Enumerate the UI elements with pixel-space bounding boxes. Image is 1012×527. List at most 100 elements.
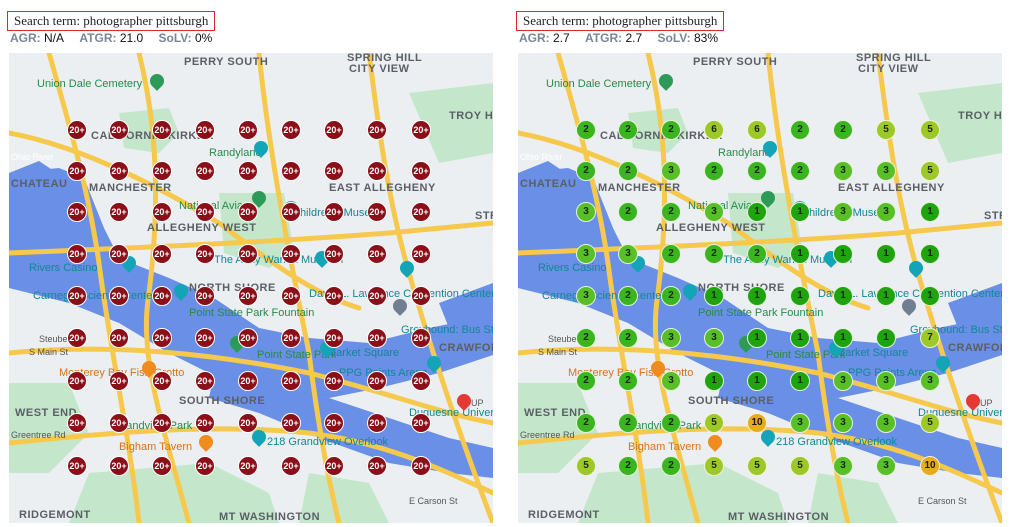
rank-marker[interactable]: 2	[704, 161, 724, 181]
rank-marker[interactable]: 2	[576, 161, 596, 181]
rank-marker[interactable]: 2	[661, 120, 681, 140]
rank-marker[interactable]: 20+	[411, 456, 431, 476]
rank-marker[interactable]: 20+	[195, 413, 215, 433]
rank-marker[interactable]: 20+	[67, 161, 87, 181]
rank-marker[interactable]: 20+	[411, 202, 431, 222]
rank-marker[interactable]: 20+	[195, 202, 215, 222]
rank-marker[interactable]: 20+	[195, 371, 215, 391]
rank-marker[interactable]: 20+	[152, 244, 172, 264]
rank-marker[interactable]: 1	[790, 286, 810, 306]
rank-marker[interactable]: 20+	[238, 456, 258, 476]
rank-marker[interactable]: 10	[920, 456, 940, 476]
rank-marker[interactable]: 20+	[152, 328, 172, 348]
rank-marker[interactable]: 20+	[109, 286, 129, 306]
rank-marker[interactable]: 20+	[152, 120, 172, 140]
rank-marker[interactable]: 20+	[281, 328, 301, 348]
rank-marker[interactable]: 1	[747, 202, 767, 222]
rank-marker[interactable]: 3	[833, 413, 853, 433]
rank-marker[interactable]: 20+	[152, 202, 172, 222]
rank-marker[interactable]: 20+	[281, 286, 301, 306]
rank-marker[interactable]: 20+	[152, 161, 172, 181]
rank-marker[interactable]: 20+	[152, 456, 172, 476]
rank-marker[interactable]: 1	[833, 286, 853, 306]
rank-marker[interactable]: 2	[661, 413, 681, 433]
rank-marker[interactable]: 20+	[109, 456, 129, 476]
rank-marker[interactable]: 20+	[67, 120, 87, 140]
rank-marker[interactable]: 3	[661, 161, 681, 181]
rank-marker[interactable]: 2	[618, 120, 638, 140]
rank-marker[interactable]: 20+	[324, 161, 344, 181]
rank-marker[interactable]: 2	[661, 456, 681, 476]
rank-marker[interactable]: 5	[747, 456, 767, 476]
rank-marker[interactable]: 20+	[109, 161, 129, 181]
rank-marker[interactable]: 20+	[411, 161, 431, 181]
rank-marker[interactable]: 20+	[324, 456, 344, 476]
rank-marker[interactable]: 20+	[324, 371, 344, 391]
rank-marker[interactable]: 20+	[281, 244, 301, 264]
rank-marker[interactable]: 3	[876, 456, 896, 476]
rank-marker[interactable]: 1	[833, 244, 853, 264]
rank-marker[interactable]: 20+	[238, 202, 258, 222]
rank-marker[interactable]: 20+	[195, 120, 215, 140]
rank-marker[interactable]: 3	[576, 286, 596, 306]
rank-marker[interactable]: 20+	[195, 328, 215, 348]
rank-marker[interactable]: 1	[876, 328, 896, 348]
rank-marker[interactable]: 20+	[109, 413, 129, 433]
rank-marker[interactable]: 20+	[152, 371, 172, 391]
rank-marker[interactable]: 20+	[281, 202, 301, 222]
rank-marker[interactable]: 20+	[238, 161, 258, 181]
rank-marker[interactable]: 1	[747, 328, 767, 348]
rank-marker[interactable]: 3	[661, 328, 681, 348]
rank-marker[interactable]: 3	[876, 161, 896, 181]
rank-marker[interactable]: 2	[618, 371, 638, 391]
rank-marker[interactable]: 20+	[367, 286, 387, 306]
rank-marker[interactable]: 20+	[238, 413, 258, 433]
rank-marker[interactable]: 20+	[67, 244, 87, 264]
rank-marker[interactable]: 2	[790, 161, 810, 181]
rank-marker[interactable]: 20+	[67, 202, 87, 222]
rank-marker[interactable]: 1	[790, 371, 810, 391]
rank-marker[interactable]: 6	[704, 120, 724, 140]
rank-marker[interactable]: 20+	[281, 120, 301, 140]
rank-marker[interactable]: 20+	[109, 120, 129, 140]
rank-marker[interactable]: 3	[920, 371, 940, 391]
rank-marker[interactable]: 20+	[367, 244, 387, 264]
rank-marker[interactable]: 20+	[152, 413, 172, 433]
rank-marker[interactable]: 20+	[109, 202, 129, 222]
rank-marker[interactable]: 3	[618, 244, 638, 264]
rank-marker[interactable]: 2	[661, 244, 681, 264]
rank-marker[interactable]: 2	[661, 286, 681, 306]
rank-marker[interactable]: 20+	[411, 244, 431, 264]
rank-marker[interactable]: 20+	[367, 202, 387, 222]
rank-marker[interactable]: 3	[833, 202, 853, 222]
rank-marker[interactable]: 20+	[324, 286, 344, 306]
rank-marker[interactable]: 1	[920, 244, 940, 264]
rank-marker[interactable]: 2	[747, 161, 767, 181]
rank-marker[interactable]: 20+	[411, 120, 431, 140]
rank-marker[interactable]: 3	[876, 371, 896, 391]
rank-marker[interactable]: 20+	[281, 413, 301, 433]
rank-marker[interactable]: 1	[704, 371, 724, 391]
rank-marker[interactable]: 1	[920, 202, 940, 222]
rank-marker[interactable]: 20+	[367, 371, 387, 391]
rank-marker[interactable]: 20+	[367, 328, 387, 348]
rank-marker[interactable]: 2	[747, 244, 767, 264]
rank-marker[interactable]: 2	[618, 161, 638, 181]
rank-marker[interactable]: 20+	[281, 161, 301, 181]
rank-marker[interactable]: 2	[576, 120, 596, 140]
rank-marker[interactable]: 20+	[324, 328, 344, 348]
rank-marker[interactable]: 20+	[324, 202, 344, 222]
rank-marker[interactable]: 5	[920, 413, 940, 433]
rank-marker[interactable]: 1	[790, 202, 810, 222]
rank-marker[interactable]: 1	[747, 371, 767, 391]
rank-marker[interactable]: 20+	[281, 371, 301, 391]
rank-marker[interactable]: 5	[704, 456, 724, 476]
rank-marker[interactable]: 3	[833, 371, 853, 391]
rank-marker[interactable]: 20+	[238, 328, 258, 348]
rank-marker[interactable]: 2	[618, 328, 638, 348]
rank-marker[interactable]: 5	[576, 456, 596, 476]
rank-marker[interactable]: 2	[618, 286, 638, 306]
rank-marker[interactable]: 20+	[367, 456, 387, 476]
rank-marker[interactable]: 20+	[67, 328, 87, 348]
rank-marker[interactable]: 2	[618, 456, 638, 476]
